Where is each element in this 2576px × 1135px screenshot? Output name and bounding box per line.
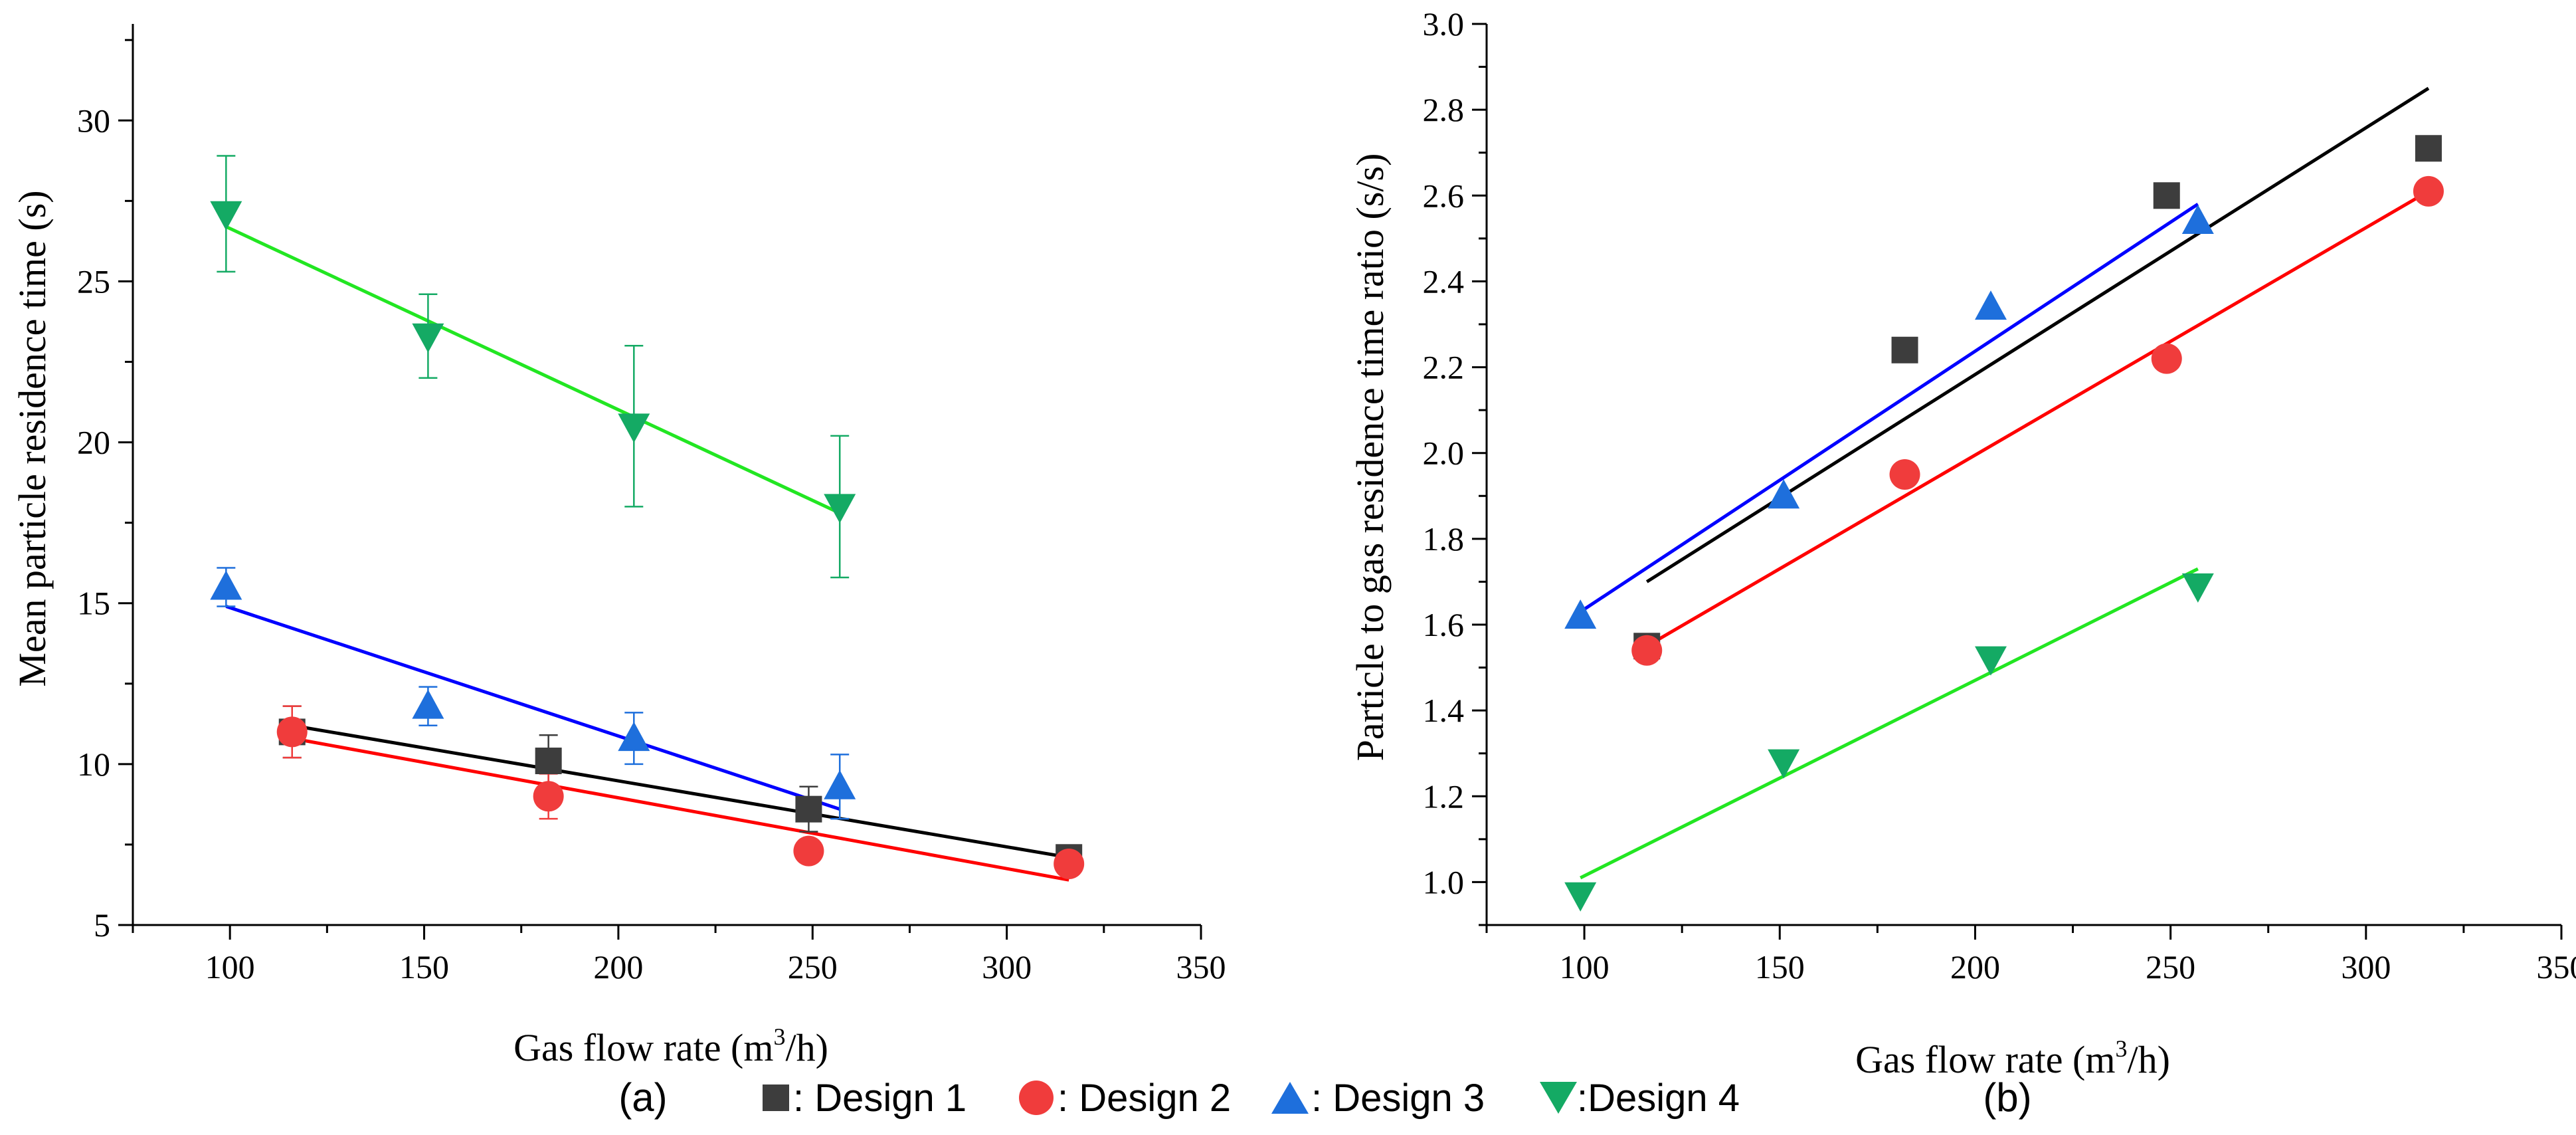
panel-b-point-design-1 <box>2415 135 2442 162</box>
panel-b-y-tick-label: 3.0 <box>1423 5 1465 43</box>
panel-a-point-design-3 <box>618 722 650 752</box>
panel-b-y-tick-label: 2.6 <box>1423 177 1465 214</box>
panel-a-y-tick-label: 15 <box>77 585 110 622</box>
panel-b-point-design-4 <box>1974 646 2007 676</box>
legend-entry-design-1: : Design 1 <box>763 1077 966 1120</box>
legend-marker-circle <box>1019 1081 1054 1115</box>
panel-a-x-tick-label: 150 <box>399 948 449 985</box>
legend-entry-design-4: :Design 4 <box>1540 1077 1740 1120</box>
legend-label-design-4: :Design 4 <box>1577 1077 1740 1120</box>
panel-a-x-tick-label: 350 <box>1176 948 1226 985</box>
panel-a-point-design-1 <box>535 748 562 775</box>
legend: : Design 1 : Design 2 : Design 3 :Design… <box>763 1077 1740 1120</box>
panel-a-y-tick-label: 5 <box>94 906 110 944</box>
panel-b-point-design-1 <box>2153 182 2180 209</box>
panel-b-point-design-2 <box>2413 175 2444 207</box>
panel-a-chart: 100 150 200 250 300 350 5 10 15 20 25 30 Mean parti… <box>11 24 1226 1120</box>
panel-a-label: (a) <box>618 1075 667 1120</box>
legend-entry-design-3: : Design 3 <box>1271 1077 1485 1120</box>
panel-a-y-tick-label: 30 <box>77 102 110 139</box>
panel-a-fit-line-design-4 <box>225 225 841 515</box>
panel-b-y-tick-label: 1.4 <box>1423 692 1465 729</box>
panel-b-x-tick-label: 350 <box>2537 948 2576 985</box>
panel-b-y-axis-title: Particle to gas residence time ratio (s/… <box>1348 154 1392 762</box>
panel-a-fit-line-design-2 <box>292 736 1069 882</box>
panel-b-fit-line-design-2 <box>1645 189 2430 648</box>
panel-b-x-tick-label: 200 <box>1950 948 2000 985</box>
panel-a-point-design-2 <box>1054 848 1085 879</box>
panel-b-chart: 100 150 200 250 300 350 1.0 1.2 1.4 1.6 1.8 2.0 2.2 2… <box>1348 5 2576 1120</box>
panel-a-point-design-3 <box>412 689 444 719</box>
panel-a-x-tick-label: 300 <box>982 948 1032 985</box>
panel-a-point-design-2 <box>276 716 308 748</box>
panel-b-y-tick-label: 2.4 <box>1423 262 1465 300</box>
panel-a-point-design-2 <box>793 835 824 867</box>
legend-label-design-3: : Design 3 <box>1311 1077 1485 1120</box>
panel-b-point-design-3 <box>1974 290 2007 320</box>
panel-a-y-axis-title: Mean particle residence time (s) <box>11 190 54 686</box>
panel-a-point-design-3 <box>210 570 242 600</box>
panel-b-point-design-1 <box>1891 336 1918 363</box>
panel-a-point-design-1 <box>795 795 822 823</box>
panel-a-point-design-4 <box>210 201 242 231</box>
panel-b-point-design-3 <box>2181 205 2214 235</box>
panel-b-point-design-4 <box>1768 749 1800 779</box>
legend-marker-square <box>763 1084 789 1111</box>
panel-b-y-tick-label: 2.0 <box>1423 435 1465 472</box>
legend-label-design-1: : Design 1 <box>793 1077 966 1120</box>
panel-b-fit-line-design-1 <box>1645 86 2430 583</box>
panel-a-point-design-2 <box>533 781 564 812</box>
panel-a-point-design-3 <box>824 770 856 799</box>
panel-a-point-design-4 <box>824 494 856 524</box>
panel-b-point-design-2 <box>1889 459 1920 490</box>
panel-b-x-tick-label: 250 <box>2146 948 2195 985</box>
panel-a-x-tick-label: 100 <box>205 948 255 985</box>
panel-b-x-axis-title: Gas flow rate (m3/h) <box>1855 1035 2170 1081</box>
panel-b-point-design-2 <box>1631 635 1663 666</box>
panel-a-y-tick-label: 20 <box>77 424 110 461</box>
panel-b-point-design-3 <box>1564 599 1597 629</box>
panel-a-y-tick-label: 10 <box>77 746 110 783</box>
panel-b-y-tick-label: 1.6 <box>1423 606 1465 643</box>
panel-a-x-tick-label: 250 <box>788 948 838 985</box>
panel-b-y-tick-label: 1.0 <box>1423 863 1465 900</box>
panel-a-x-tick-label: 200 <box>593 948 643 985</box>
panel-a-fit-line-design-3 <box>225 605 840 811</box>
panel-b-fit-line-design-3 <box>1579 203 2199 613</box>
panel-a-x-axis-title: Gas flow rate (m3/h) <box>513 1023 828 1069</box>
panel-b-fit-line-design-4 <box>1580 567 2199 880</box>
panel-a-point-design-4 <box>412 323 444 353</box>
panel-b-label: (b) <box>1983 1075 2031 1120</box>
panel-b-x-tick-label: 100 <box>1560 948 1610 985</box>
panel-b-point-design-4 <box>2181 573 2214 603</box>
panel-b-x-tick-label: 300 <box>2341 948 2391 985</box>
panel-b-y-tick-label: 2.8 <box>1423 91 1465 128</box>
legend-marker-triangle-up <box>1271 1082 1309 1114</box>
panel-b-x-tick-label: 150 <box>1755 948 1805 985</box>
legend-label-design-2: : Design 2 <box>1058 1077 1231 1120</box>
panel-a-y-tick-label: 25 <box>77 262 110 300</box>
legend-entry-design-2: : Design 2 <box>1019 1077 1231 1120</box>
legend-marker-triangle-down <box>1540 1082 1577 1114</box>
panel-b-point-design-4 <box>1564 882 1597 912</box>
panel-a-fit-line-design-1 <box>292 724 1069 859</box>
panel-b-point-design-2 <box>2151 343 2182 374</box>
panel-b-y-tick-label: 1.2 <box>1423 777 1465 815</box>
panel-b-point-design-3 <box>1768 479 1800 509</box>
panel-b-y-tick-label: 2.2 <box>1423 349 1465 386</box>
panel-a-point-design-4 <box>618 413 650 443</box>
panel-b-y-tick-label: 1.8 <box>1423 520 1465 558</box>
